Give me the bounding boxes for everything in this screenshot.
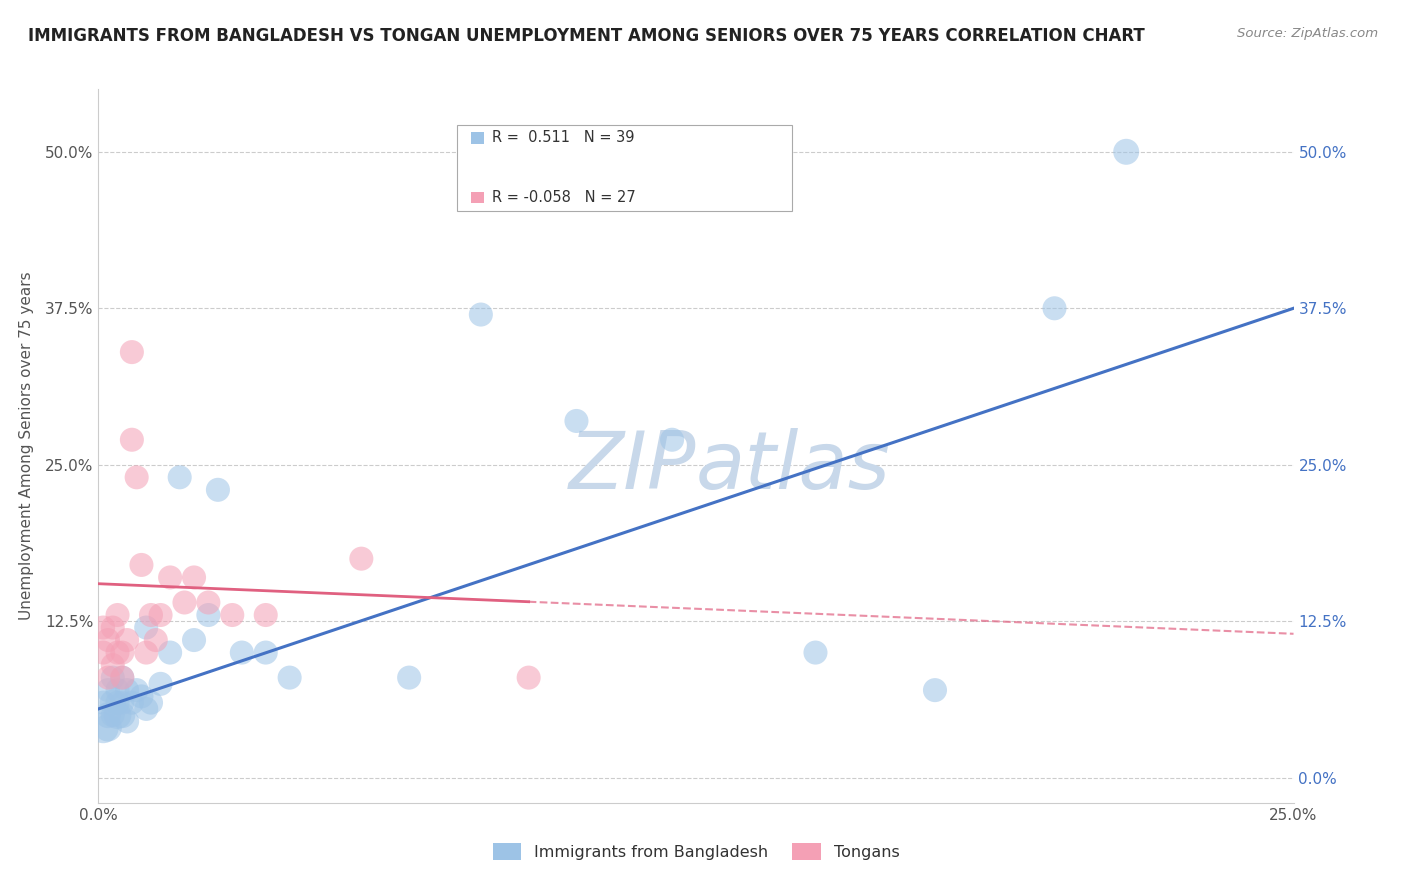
Point	[111, 671, 134, 685]
Point	[101, 696, 124, 710]
Point	[139, 696, 162, 710]
Point	[97, 671, 120, 685]
Point	[145, 633, 167, 648]
Point	[278, 671, 301, 685]
Point	[91, 696, 114, 710]
Point	[173, 595, 195, 609]
Point	[470, 308, 492, 322]
Text: Source: ZipAtlas.com: Source: ZipAtlas.com	[1237, 27, 1378, 40]
Point	[135, 702, 157, 716]
Point	[183, 570, 205, 584]
Point	[121, 696, 143, 710]
Text: IMMIGRANTS FROM BANGLADESH VS TONGAN UNEMPLOYMENT AMONG SENIORS OVER 75 YEARS CO: IMMIGRANTS FROM BANGLADESH VS TONGAN UNE…	[28, 27, 1144, 45]
Point	[111, 708, 134, 723]
Point	[101, 671, 124, 685]
Point	[135, 646, 157, 660]
Point	[111, 646, 134, 660]
Point	[107, 646, 129, 660]
Point	[254, 646, 277, 660]
Point	[517, 671, 540, 685]
Point	[350, 551, 373, 566]
Point	[1115, 145, 1137, 159]
Point	[169, 470, 191, 484]
Point	[97, 708, 120, 723]
Y-axis label: Unemployment Among Seniors over 75 years: Unemployment Among Seniors over 75 years	[18, 272, 34, 620]
Point	[107, 683, 129, 698]
Point	[661, 433, 683, 447]
Text: R = -0.058   N = 27: R = -0.058 N = 27	[492, 190, 636, 205]
Point	[565, 414, 588, 428]
Point	[804, 646, 827, 660]
Point	[107, 607, 129, 622]
Point	[97, 721, 120, 735]
Point	[125, 470, 148, 484]
Point	[254, 607, 277, 622]
Point	[121, 433, 143, 447]
Point	[149, 607, 172, 622]
Point	[924, 683, 946, 698]
Point	[221, 607, 243, 622]
Point	[1043, 301, 1066, 316]
Point	[125, 683, 148, 698]
Point	[91, 721, 114, 735]
Point	[135, 621, 157, 635]
Text: atlas: atlas	[696, 428, 891, 507]
Point	[115, 714, 138, 729]
Point	[183, 633, 205, 648]
Text: R =  0.511   N = 39: R = 0.511 N = 39	[492, 130, 634, 145]
Point	[231, 646, 253, 660]
Legend: Immigrants from Bangladesh, Tongans: Immigrants from Bangladesh, Tongans	[486, 837, 905, 866]
Point	[101, 658, 124, 673]
Point	[91, 646, 114, 660]
Point	[107, 696, 129, 710]
Point	[101, 708, 124, 723]
Point	[149, 677, 172, 691]
Point	[139, 607, 162, 622]
Point	[121, 345, 143, 359]
Point	[159, 570, 181, 584]
Point	[111, 671, 134, 685]
Point	[91, 621, 114, 635]
Point	[115, 683, 138, 698]
Point	[131, 558, 153, 572]
Point	[111, 696, 134, 710]
Point	[159, 646, 181, 660]
Point	[107, 708, 129, 723]
Point	[197, 607, 219, 622]
Point	[131, 690, 153, 704]
Point	[101, 621, 124, 635]
Point	[115, 633, 138, 648]
Point	[97, 683, 120, 698]
Point	[207, 483, 229, 497]
Point	[398, 671, 420, 685]
Text: ZIP: ZIP	[568, 428, 696, 507]
Point	[97, 633, 120, 648]
Point	[197, 595, 219, 609]
